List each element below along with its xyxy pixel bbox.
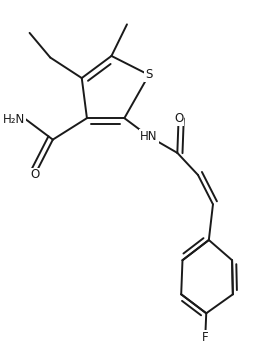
Text: O: O [30,169,39,181]
Text: F: F [202,331,208,344]
Text: O: O [174,111,183,125]
Text: HN: HN [140,130,158,143]
Text: H₂N: H₂N [3,113,25,126]
Text: S: S [145,69,153,81]
